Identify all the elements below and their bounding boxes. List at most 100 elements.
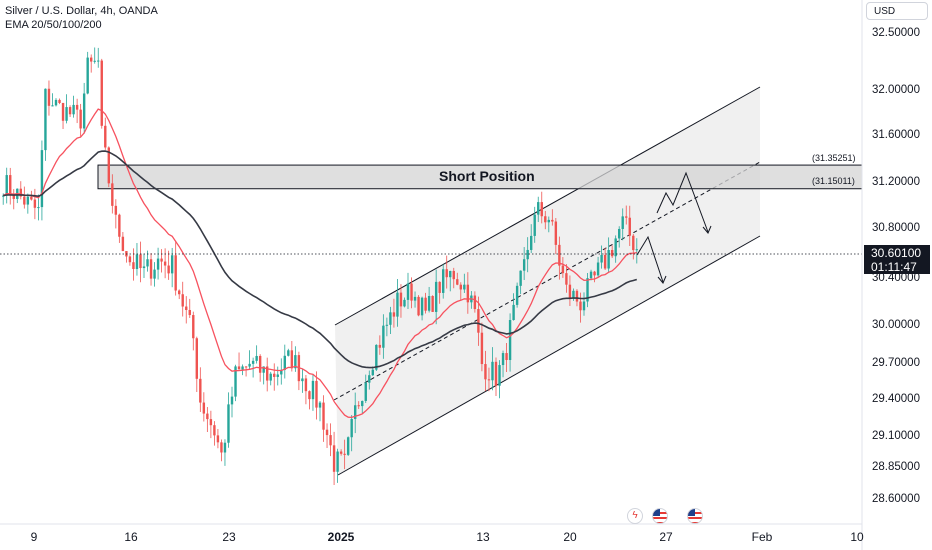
candle-up (420, 297, 424, 316)
candle-down (593, 271, 596, 276)
candle-down (445, 269, 448, 278)
candle-up (600, 254, 603, 263)
us-flag-event-icon[interactable] (652, 508, 668, 524)
candle-up (572, 290, 575, 298)
candle-down (273, 373, 276, 377)
candle-down (505, 353, 508, 361)
candle-up (82, 93, 86, 129)
projection-arrowhead (702, 225, 712, 234)
candle-up (533, 214, 536, 236)
candle-up (97, 60, 100, 62)
candle-down (61, 102, 65, 121)
candle-up (547, 219, 550, 223)
candle-down (202, 402, 206, 414)
candle-down (19, 188, 22, 197)
candle-down (90, 57, 93, 62)
projection-arrows (636, 171, 712, 284)
candle-down (100, 60, 103, 126)
last-price: 30.60100 (871, 246, 922, 260)
price-tick-label: 29.70000 (872, 357, 920, 369)
candle-up (142, 266, 146, 269)
candle-down (357, 405, 360, 407)
price-tick-label: 29.40000 (872, 393, 920, 405)
candle-down (33, 199, 37, 208)
candle-down (343, 453, 346, 455)
candle-down (167, 265, 170, 274)
candle-up (508, 320, 512, 361)
time-tick-label: 20 (563, 530, 577, 544)
time-tick-label: 2025 (327, 530, 355, 544)
candle-down (579, 301, 582, 311)
candle-up (230, 396, 234, 405)
candle-down (456, 279, 459, 285)
candle-down (290, 350, 294, 369)
parallel-channel (333, 86, 761, 476)
candle-down (12, 194, 15, 199)
candle-up (385, 324, 389, 326)
candle-down (304, 378, 308, 392)
candle-down (104, 125, 107, 148)
candle-up (463, 284, 466, 290)
us-flag-event-icon[interactable] (687, 508, 703, 524)
candle-up (280, 369, 283, 375)
price-tick-label: 31.20000 (872, 176, 920, 188)
candle-up (586, 278, 589, 302)
candle-down (632, 235, 635, 251)
price-tick-label: 28.60000 (872, 493, 920, 505)
bar-countdown: 01:11:47 (871, 260, 917, 274)
candle-down (30, 196, 33, 200)
dividends-split-icon[interactable]: ϟ (627, 508, 643, 524)
candle-down (237, 366, 241, 370)
candle-down (332, 445, 336, 472)
time-tick-label: 27 (659, 530, 673, 544)
candle-down (206, 413, 209, 420)
candle-up (37, 207, 40, 209)
price-tick-label: 30.80000 (872, 222, 920, 234)
indicator-legend[interactable]: EMA 20/50/100/200 (5, 19, 102, 31)
candle-up (596, 262, 600, 276)
candle-up (368, 375, 371, 383)
time-tick-label: 10 (850, 530, 864, 544)
candle-down (192, 315, 195, 339)
candle-up (618, 228, 621, 239)
candle-down (174, 255, 177, 291)
candle-up (354, 405, 357, 419)
candle-up (582, 301, 586, 311)
candle-up (361, 400, 364, 407)
channel-median-line (333, 161, 761, 401)
candle-up (413, 296, 417, 301)
ema-slow-line (3, 150, 638, 369)
candle-down (625, 216, 628, 218)
candle-down (325, 429, 329, 436)
candle-down (308, 391, 311, 400)
candle-up (427, 295, 431, 311)
candle-down (75, 104, 79, 110)
candle-down (178, 290, 181, 295)
currency-button[interactable]: USD (866, 2, 928, 20)
candle-down (118, 214, 121, 237)
candle-down (185, 306, 188, 310)
candle-up (449, 270, 452, 278)
candle-up (283, 355, 286, 370)
candle-up (54, 99, 58, 106)
projection-path-upper (656, 171, 709, 233)
candle-up (301, 378, 304, 382)
ema-fast-line (2, 108, 637, 419)
candle-up (403, 299, 406, 307)
zone-top-price: (31.35251) (812, 153, 856, 163)
candle-up (44, 88, 47, 151)
candle-up (498, 365, 501, 386)
candle-down (23, 196, 26, 205)
price-tick-label: 29.10000 (872, 430, 920, 442)
candle-down (399, 292, 403, 307)
candle-up (262, 366, 265, 373)
candle-up (40, 150, 44, 208)
candle-down (220, 442, 223, 453)
candle-down (160, 258, 163, 262)
candle-up (396, 292, 399, 317)
candle-down (58, 99, 61, 103)
candle-down (431, 295, 434, 312)
candle-up (26, 196, 30, 205)
candle-up (589, 271, 593, 279)
